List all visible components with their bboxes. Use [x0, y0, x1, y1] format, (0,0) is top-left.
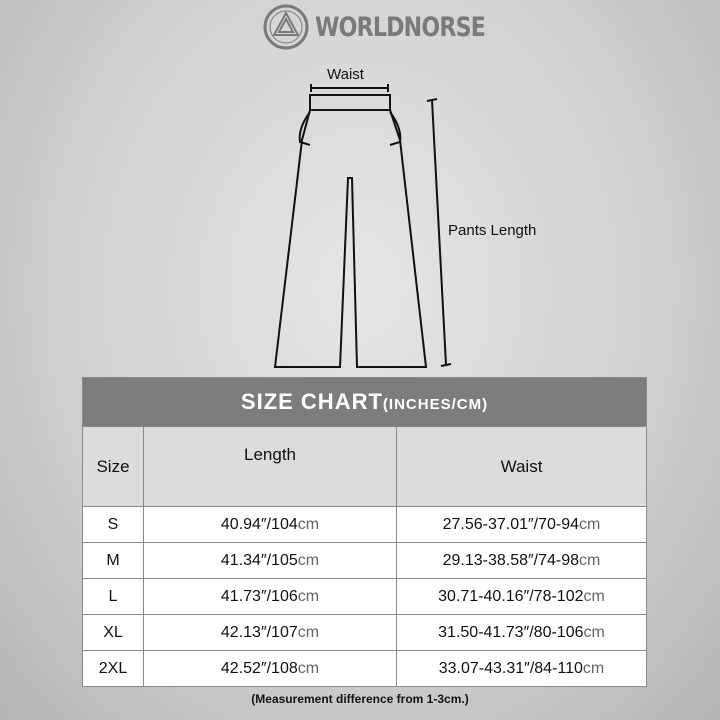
pants-diagram: [273, 84, 452, 368]
pants-length-label: Pants Length: [448, 222, 537, 239]
length-cell: 41.73″/106cm: [143, 578, 397, 615]
header-waist: Waist: [396, 426, 647, 507]
measurement-note: (Measurement difference from 1-3cm.): [251, 692, 469, 706]
pants-outline: [273, 109, 428, 368]
waist-cell: 27.56-37.01″/70-94cm: [396, 506, 647, 543]
length-value: 42.13″/107: [220, 623, 298, 641]
table-row: S 40.94″/104cm 27.56-37.01″/70-94cm: [82, 506, 647, 543]
table-row: XL 42.13″/107cm 31.50-41.73″/80-106cm: [82, 614, 647, 651]
size-cell: L: [82, 578, 144, 615]
brand-name: WORLDNORSE: [315, 11, 486, 43]
length-value: 42.52″/108: [220, 659, 298, 677]
length-cell: 42.13″/107cm: [143, 614, 397, 651]
size-chart-table: SIZE CHART(INCHES/CM) Size Length Waist …: [82, 377, 647, 687]
length-cell: 40.94″/104cm: [143, 506, 397, 543]
header-size: Size: [82, 426, 144, 507]
unit: cm: [583, 623, 605, 641]
unit: cm: [297, 515, 320, 533]
unit: cm: [579, 515, 601, 533]
waist-value: 31.50-41.73″/80-106: [438, 623, 584, 641]
length-value: 41.73″/106: [220, 587, 298, 605]
unit: cm: [583, 587, 605, 605]
table-row: M 41.34″/105cm 29.13-38.58″/74-98cm: [82, 542, 647, 579]
title-text: SIZE CHART: [240, 389, 383, 414]
waist-value: 27.56-37.01″/70-94: [442, 515, 580, 533]
size-cell: XL: [82, 614, 144, 651]
unit: cm: [297, 659, 320, 677]
header-length: Length: [143, 426, 397, 507]
unit: cm: [582, 659, 605, 677]
size-cell: M: [82, 542, 144, 579]
unit: cm: [297, 587, 320, 605]
table-row: 2XL 42.52″/108cm 33.07-43.31″/84-110cm: [82, 650, 647, 687]
brand-logo: WORLDNORSE: [263, 4, 522, 50]
waistband: [309, 94, 391, 111]
size-cell: 2XL: [82, 650, 144, 687]
unit: cm: [297, 623, 320, 641]
length-cell: 42.52″/108cm: [143, 650, 397, 687]
length-value: 41.34″/105: [220, 551, 298, 569]
length-value: 40.94″/104: [220, 515, 298, 533]
table-row: L 41.73″/106cm 30.71-40.16″/78-102cm: [82, 578, 647, 615]
waist-value: 30.71-40.16″/78-102: [438, 587, 584, 605]
unit: cm: [579, 551, 601, 569]
waist-cell: 33.07-43.31″/84-110cm: [396, 650, 647, 687]
waist-cell: 31.50-41.73″/80-106cm: [396, 614, 647, 651]
length-cell: 41.34″/105cm: [143, 542, 397, 579]
title-units: (INCHES/CM): [382, 396, 489, 413]
table-title: SIZE CHART(INCHES/CM): [82, 377, 647, 427]
waist-value: 33.07-43.31″/84-110: [438, 659, 583, 677]
waist-label: Waist: [327, 66, 364, 83]
valknut-logo-icon: [263, 4, 309, 50]
waist-value: 29.13-38.58″/74-98: [442, 551, 580, 569]
unit: cm: [297, 551, 320, 569]
waist-cell: 29.13-38.58″/74-98cm: [396, 542, 647, 579]
waist-cell: 30.71-40.16″/78-102cm: [396, 578, 647, 615]
length-arrow: [431, 99, 447, 366]
size-cell: S: [82, 506, 144, 543]
